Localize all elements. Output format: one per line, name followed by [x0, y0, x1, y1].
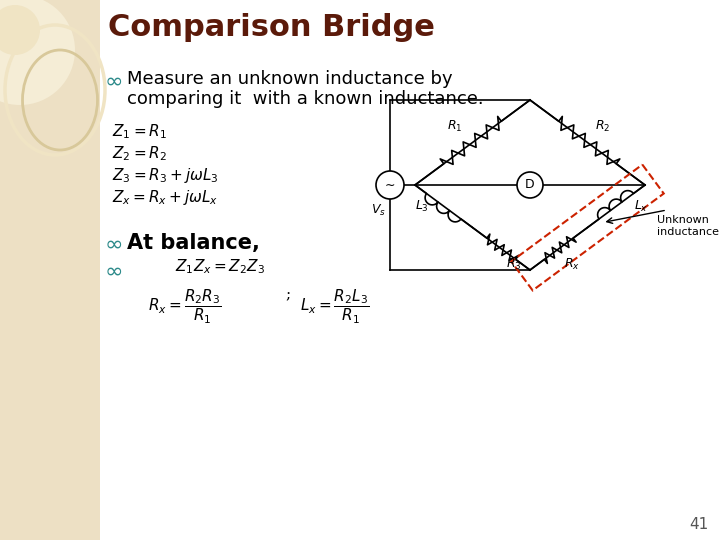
Text: $R_x = \dfrac{R_2R_3}{R_1}$: $R_x = \dfrac{R_2R_3}{R_1}$: [148, 288, 222, 326]
Text: $Z_x = R_x + j\omega L_x$: $Z_x = R_x + j\omega L_x$: [112, 188, 218, 207]
Text: $Z_1Z_x = Z_2Z_3$: $Z_1Z_x = Z_2Z_3$: [175, 257, 265, 276]
Text: $L_x = \dfrac{R_2L_3}{R_1}$: $L_x = \dfrac{R_2L_3}{R_1}$: [300, 288, 369, 326]
Circle shape: [0, 0, 75, 105]
Text: $L_x$: $L_x$: [634, 199, 649, 214]
Circle shape: [517, 172, 543, 198]
Text: ∞: ∞: [105, 72, 124, 92]
Text: $R_x$: $R_x$: [564, 256, 580, 272]
Text: $Z_3 = R_3 + j\omega L_3$: $Z_3 = R_3 + j\omega L_3$: [112, 166, 219, 185]
Text: Comparison Bridge: Comparison Bridge: [108, 13, 435, 42]
Text: Measure an unknown inductance by: Measure an unknown inductance by: [127, 70, 453, 88]
Text: $R_3$: $R_3$: [506, 256, 522, 272]
Circle shape: [0, 5, 40, 55]
Text: 41: 41: [689, 517, 708, 532]
Text: comparing it  with a known inductance.: comparing it with a known inductance.: [127, 90, 484, 108]
Text: D: D: [525, 179, 535, 192]
Text: $R_2$: $R_2$: [595, 119, 610, 134]
Text: $R_1$: $R_1$: [447, 119, 462, 134]
Polygon shape: [0, 0, 100, 540]
Circle shape: [376, 171, 404, 199]
Text: ∞: ∞: [105, 235, 124, 255]
Text: ;: ;: [285, 288, 290, 302]
Text: $V_s$: $V_s$: [371, 203, 386, 218]
Text: ∞: ∞: [105, 262, 124, 282]
Text: Unknown
inductance: Unknown inductance: [657, 215, 719, 237]
Text: $L_3$: $L_3$: [415, 199, 428, 214]
Text: $Z_1 = R_1$: $Z_1 = R_1$: [112, 122, 167, 141]
Text: ∼: ∼: [384, 179, 395, 192]
Text: $Z_2 = R_2$: $Z_2 = R_2$: [112, 144, 167, 163]
Text: At balance,: At balance,: [127, 233, 260, 253]
